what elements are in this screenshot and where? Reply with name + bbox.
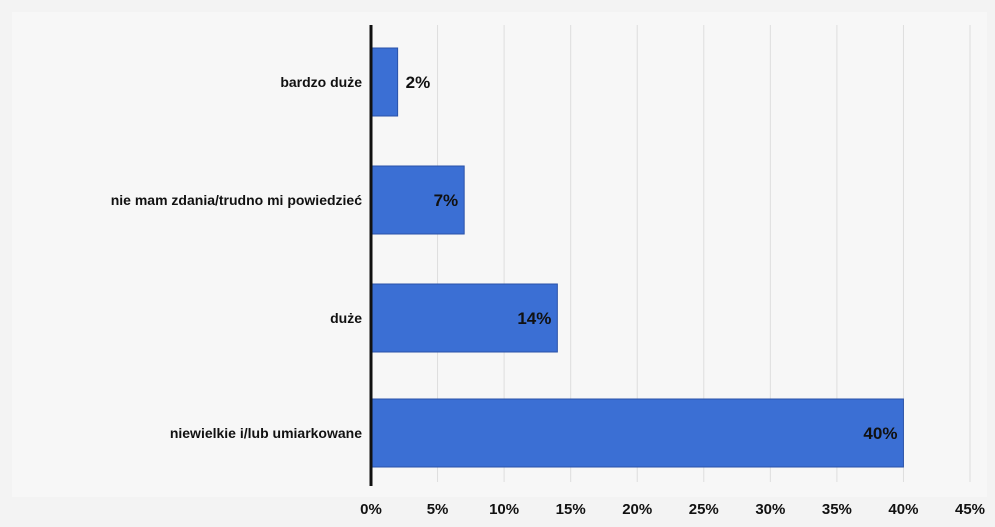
category-labels: bardzo duże nie mam zdania/trudno mi powi…	[111, 74, 362, 441]
bars	[370, 47, 904, 468]
x-tick-label: 40%	[888, 501, 918, 518]
x-tick-label: 5%	[427, 501, 449, 518]
x-tick-label: 10%	[489, 501, 519, 518]
x-tick-labels: 0% 5% 10% 15% 20% 25% 30% 35% 40% 45%	[360, 501, 985, 518]
x-tick-label: 0%	[360, 501, 382, 518]
x-tick-label: 35%	[822, 501, 852, 518]
x-tick-label: 20%	[622, 501, 652, 518]
category-label: duże	[330, 310, 362, 326]
x-tick-label: 25%	[689, 501, 719, 518]
data-label: 2%	[406, 73, 431, 92]
category-label: nie mam zdania/trudno mi powiedzieć	[111, 192, 362, 208]
x-tick-label: 45%	[955, 501, 985, 518]
x-tick-label: 30%	[755, 501, 785, 518]
bar	[370, 283, 558, 353]
bar	[370, 47, 399, 117]
x-tick-label: 15%	[556, 501, 586, 518]
category-label: niewielkie i/lub umiarkowane	[170, 425, 362, 441]
data-label: 40%	[863, 424, 897, 443]
data-label: 7%	[434, 191, 459, 210]
data-label: 14%	[517, 309, 551, 328]
bar	[370, 398, 904, 468]
category-label: bardzo duże	[280, 74, 362, 90]
data-labels: 2% 7% 14% 40%	[406, 73, 898, 443]
bar	[370, 165, 465, 235]
